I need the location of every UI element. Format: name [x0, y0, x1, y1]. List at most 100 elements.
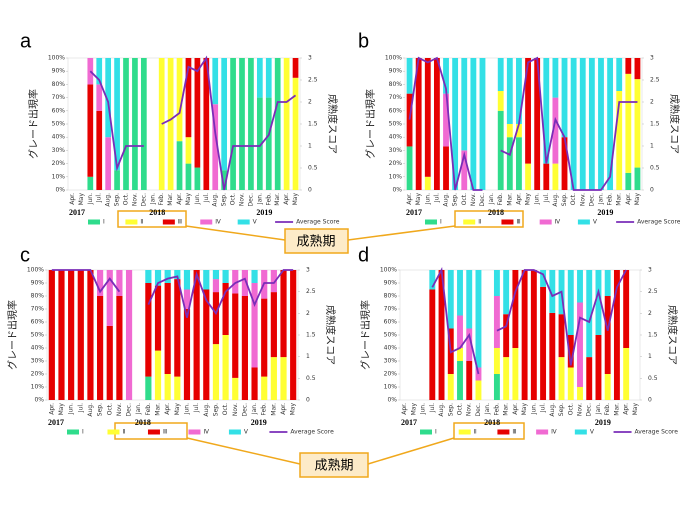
bar-segment	[558, 314, 565, 358]
bar-segment	[97, 270, 104, 296]
y2-tick-label: 2	[648, 310, 652, 317]
bar-segment	[461, 58, 468, 151]
bar-segment	[461, 150, 468, 190]
bar-segment	[577, 270, 583, 303]
plot-area	[404, 57, 643, 191]
legend-swatch	[420, 429, 432, 435]
x-tick-label: Feb.	[604, 403, 611, 416]
bar-segment	[222, 335, 229, 400]
legend-label: Ⅳ	[215, 219, 221, 226]
bar-segment	[540, 270, 547, 287]
year-label: 2019	[595, 418, 611, 427]
legend-label: Ⅴ	[590, 429, 595, 436]
x-tick-label: Aug.	[212, 193, 219, 207]
bar-segment	[164, 283, 171, 374]
y-tick-label: 50%	[389, 121, 403, 128]
bar-segment	[176, 141, 183, 190]
bar-segment	[106, 325, 113, 400]
x-tick-label: Feb.	[493, 403, 500, 416]
bar-segment	[429, 289, 436, 400]
y2-tick-label: 1.5	[648, 332, 658, 339]
x-tick-label: Aug.	[549, 403, 556, 417]
year-label: 2018	[488, 208, 504, 217]
bar-segment	[145, 270, 152, 283]
bar-segment	[174, 279, 181, 377]
x-tick-label: Aug.	[438, 403, 445, 417]
year-label: 2017	[48, 418, 64, 427]
x-tick-label: Jul.	[433, 193, 440, 203]
x-tick-label: Mar.	[274, 193, 281, 206]
y-tick-label: 100%	[27, 267, 44, 274]
y-axis-title: グレード出現率	[27, 89, 40, 159]
x-tick-label: Jul.	[429, 403, 436, 413]
year-label: 2019	[256, 208, 272, 217]
bar-segment	[438, 270, 445, 400]
bar-segment	[595, 270, 602, 335]
highlight-box	[117, 210, 187, 228]
x-tick-label: Mar.	[270, 403, 277, 416]
y2-tick-label: 0	[648, 397, 652, 404]
y-tick-label: 10%	[389, 173, 403, 180]
panel-letter: d	[358, 244, 369, 266]
y2-tick-label: 1.5	[308, 121, 318, 128]
x-tick-label: Nov.	[232, 403, 239, 416]
x-tick-label: Dec.	[126, 403, 133, 417]
x-tick-label: Jul.	[540, 403, 547, 413]
bar-segment	[154, 270, 162, 286]
y-tick-label: 40%	[52, 134, 66, 141]
bar-segment	[212, 104, 219, 190]
bar-segment	[222, 270, 229, 283]
y-tick-label: 90%	[384, 280, 398, 287]
legend-swatch	[577, 219, 590, 225]
bar-segment	[570, 58, 577, 190]
y-tick-label: 90%	[31, 280, 45, 287]
x-tick-label: May	[632, 403, 639, 416]
bar-segment	[251, 367, 258, 400]
x-tick-label: Oct.	[222, 403, 229, 415]
y-tick-label: 30%	[52, 147, 66, 154]
y-tick-label: 100%	[380, 267, 397, 274]
bar-segment	[577, 387, 583, 400]
y-tick-label: 40%	[389, 134, 403, 141]
y-tick-label: 50%	[31, 332, 45, 339]
legend-label: Ⅴ	[244, 429, 249, 436]
bar-segment	[145, 376, 152, 400]
y2-tick-label: 1.5	[650, 121, 660, 128]
x-tick-label: Sep.	[561, 193, 568, 206]
bar-segment	[634, 79, 641, 168]
x-tick-label: Sep.	[114, 193, 121, 206]
y2-tick-label: 0.5	[306, 375, 316, 382]
x-tick-label: Dec.	[586, 403, 593, 417]
bar-segment	[552, 163, 559, 190]
bar-segment	[145, 283, 152, 377]
legend-label: Ⅰ	[103, 219, 105, 226]
bar-segment	[452, 58, 459, 190]
legend-swatch	[237, 219, 250, 225]
y-tick-label: 50%	[52, 121, 66, 128]
bar-segment	[256, 58, 263, 98]
x-tick-label: May	[58, 403, 65, 416]
bar-segment	[123, 58, 129, 190]
legend-swatch	[107, 429, 120, 435]
x-tick-label: Apr.	[280, 403, 287, 415]
bar-segment	[203, 270, 210, 290]
bar-segment	[256, 97, 263, 190]
bar-segment	[567, 335, 574, 368]
year-label: 2019	[251, 418, 267, 427]
x-tick-label: Aug.	[105, 193, 112, 207]
average-line	[51, 269, 294, 318]
bar-segment	[68, 270, 75, 400]
bar-segment	[466, 328, 473, 361]
y-tick-label: 20%	[31, 371, 45, 378]
legend-swatch	[147, 429, 160, 435]
legend-label: Ⅳ	[203, 429, 209, 436]
y-axis-title: グレード出現率	[364, 89, 377, 159]
bar-segment	[274, 58, 281, 190]
bar-segment	[97, 296, 104, 400]
bar-segment	[193, 270, 200, 400]
y-tick-label: 60%	[52, 107, 66, 114]
bar-segment	[406, 146, 413, 190]
x-tick-label: Apr.	[623, 403, 630, 415]
annotation: 成熟期	[296, 234, 335, 250]
arrow-line	[347, 225, 456, 241]
